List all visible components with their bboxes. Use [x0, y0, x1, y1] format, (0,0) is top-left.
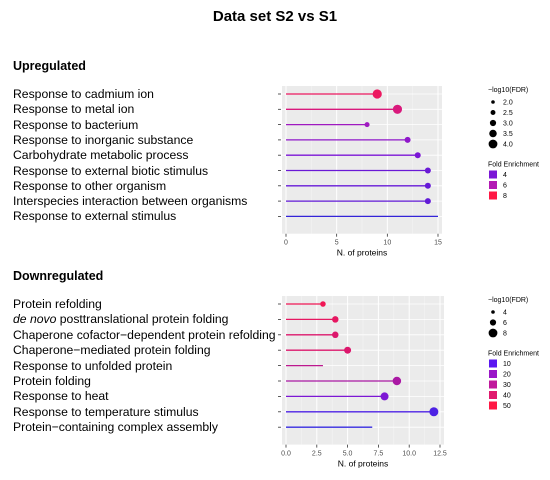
color-legend-swatch — [489, 359, 497, 368]
size-legend-label: 4 — [503, 310, 507, 317]
upregulated-lollipop-chart: 0 5 10 15 N. of proteins −log10(FDR) 2.0 2.5 3.0… — [278, 86, 539, 258]
x-tick-label: 0 — [284, 240, 288, 247]
size-legend-key — [489, 119, 497, 127]
page-title: Data set S2 vs S1 — [212, 8, 338, 25]
category-label: Protein refolding — [13, 297, 102, 311]
color-legend-swatch — [489, 170, 497, 179]
x-axis-title: N. of proteins — [338, 459, 389, 469]
lollipop-point — [424, 182, 431, 189]
size-legend-key — [489, 129, 497, 138]
lollipop-point — [320, 301, 326, 307]
upregulated-section-title: Upregulated — [13, 59, 86, 73]
color-legend-label: 20 — [503, 372, 511, 379]
category-label: Response to external stimulus — [13, 209, 177, 224]
lollipop-point — [424, 198, 431, 205]
color-legend-label: 40 — [503, 393, 511, 400]
size-legend-key — [491, 310, 495, 314]
size-legend-label: 4.0 — [503, 142, 513, 149]
color-legend-label: 6 — [503, 183, 507, 190]
category-label: Response to cadmium ion — [13, 87, 154, 101]
lollipop-point — [392, 376, 402, 386]
color-legend-label: 8 — [503, 193, 507, 200]
x-tick-label: 0.0 — [281, 451, 291, 458]
x-tick-label: 2.5 — [312, 451, 322, 458]
category-label: Chaperone cofactor−dependent protein ref… — [13, 327, 276, 342]
size-legend-label: 3.5 — [503, 131, 513, 138]
color-legend-swatch — [489, 380, 497, 389]
category-label: Response to temperature stimulus — [13, 404, 199, 419]
color-legend-swatch — [489, 191, 497, 200]
color-legend-label: 30 — [503, 382, 511, 389]
color-legend-label: 10 — [503, 361, 511, 368]
x-tick-label: 5 — [335, 240, 339, 247]
size-legend-label: 2.5 — [503, 110, 513, 117]
category-label: Response to bacterium — [13, 117, 139, 132]
lollipop-point — [332, 316, 339, 323]
size-legend-label: 6 — [503, 320, 507, 327]
lollipop-point — [332, 331, 339, 339]
category-label: Chaperone−mediated protein folding — [13, 343, 211, 358]
color-legend-swatch — [489, 401, 497, 410]
category-label: Carbohydrate metabolic process — [13, 148, 189, 163]
color-legend-swatch — [489, 370, 497, 378]
category-label: Protein−containing complex assembly — [13, 420, 218, 435]
category-label: Protein folding — [13, 374, 91, 388]
lollipop-point — [424, 167, 431, 174]
category-label: Response to inorganic substance — [13, 132, 194, 147]
color-legend-label: 50 — [503, 403, 511, 410]
size-legend-label: 3.0 — [503, 121, 513, 128]
size-legend-title: −log10(FDR) — [488, 297, 528, 304]
size-legend-title: −log10(FDR) — [488, 87, 528, 94]
size-legend-key — [490, 110, 496, 115]
size-legend-label: 2.0 — [503, 100, 513, 107]
lollipop-point — [364, 122, 370, 128]
lollipop-point — [404, 136, 411, 143]
category-label: Response to external biotic stimulus — [13, 163, 209, 178]
color-legend-title: Fold Enrichment — [488, 351, 539, 358]
x-tick-label: 10.0 — [402, 451, 416, 458]
color-legend-title: Fold Enrichment — [488, 162, 539, 169]
x-tick-label: 10 — [383, 240, 391, 247]
color-legend-label: 4 — [503, 172, 507, 179]
lollipop-point — [372, 89, 382, 99]
x-axis-title: N. of proteins — [337, 248, 388, 258]
lollipop-point — [392, 104, 403, 114]
downregulated-section-title: Downregulated — [13, 269, 104, 283]
category-label: Response to unfolded protein — [13, 358, 173, 373]
lollipop-point — [344, 346, 352, 354]
size-legend-label: 8 — [503, 331, 507, 338]
x-tick-label: 12.5 — [433, 451, 447, 458]
color-legend-swatch — [489, 181, 497, 189]
lollipop-point — [380, 392, 389, 401]
category-label: Response to other organism — [13, 178, 167, 193]
category-label: Response to heat — [13, 389, 109, 404]
size-legend-key — [489, 319, 497, 326]
lollipop-point — [429, 407, 439, 417]
x-tick-label: 5.0 — [343, 451, 353, 458]
category-label: Interspecies interaction between organis… — [13, 194, 248, 209]
category-label: de novo posttranslational protein foldin… — [13, 312, 229, 327]
size-legend-key — [488, 328, 498, 338]
lollipop-point — [414, 152, 421, 159]
color-legend-swatch — [489, 391, 497, 399]
size-legend-key — [488, 139, 498, 149]
x-tick-label: 15 — [434, 240, 442, 247]
size-legend-key — [491, 100, 495, 104]
category-label: Response to metal ion — [13, 102, 135, 117]
downregulated-lollipop-chart: 0.0 2.5 5.0 7.5 10.0 12.5 N. of proteins −log10… — [278, 296, 539, 469]
x-tick-label: 7.5 — [374, 451, 384, 458]
